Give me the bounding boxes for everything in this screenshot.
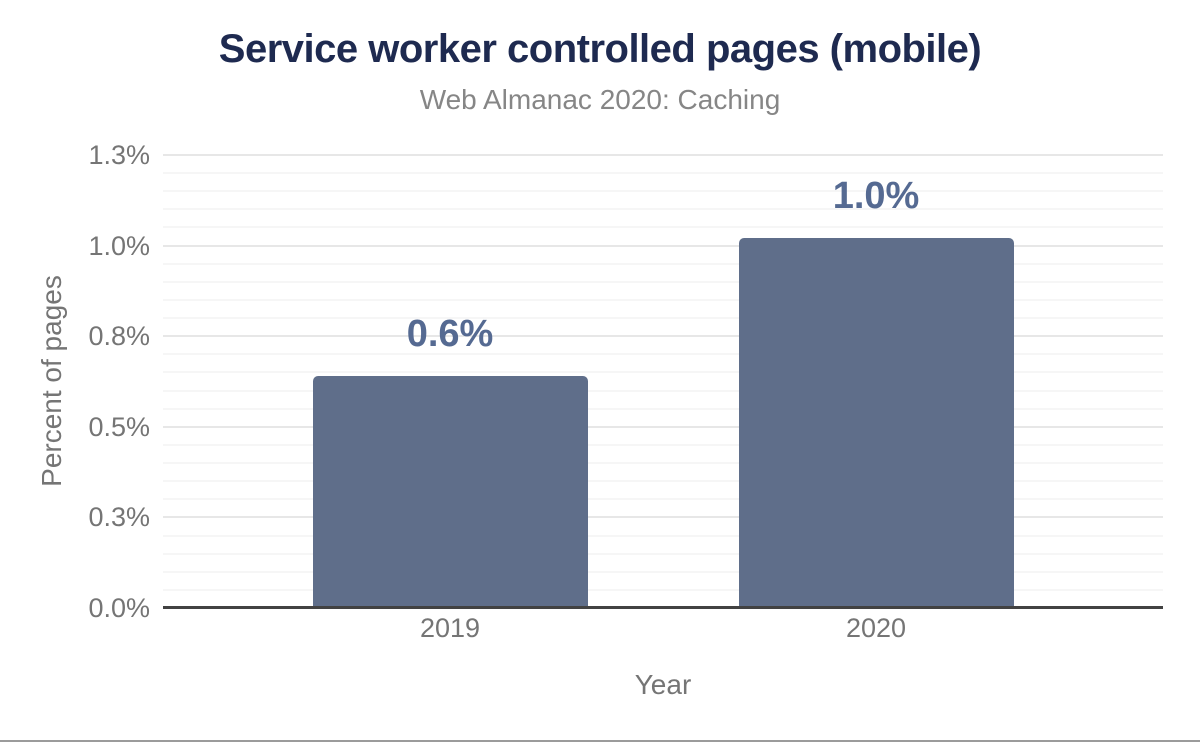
y-axis-tick-label: 0.5%	[88, 411, 150, 442]
minor-gridline	[163, 480, 1163, 483]
plot-area: 0.6% 1.0%	[163, 154, 1163, 608]
minor-gridline	[163, 298, 1163, 301]
major-gridline	[163, 244, 1163, 247]
minor-gridline	[163, 226, 1163, 229]
x-axis-tick-label: 2019	[419, 613, 481, 643]
bar-2019[interactable]	[312, 376, 588, 608]
minor-gridline	[163, 462, 1163, 465]
y-axis-title: Percent of pages	[36, 275, 67, 487]
chart-title: Service worker controlled pages (mobile)	[218, 27, 982, 71]
y-axis-tick-label: 0.8%	[88, 321, 150, 352]
minor-gridline	[163, 588, 1163, 591]
y-axis-tick-label: 0.0%	[88, 593, 150, 623]
bar-value-label: 1.0%	[832, 175, 920, 218]
bar-value-label: 0.6%	[406, 313, 494, 356]
minor-gridline	[163, 190, 1163, 193]
y-axis-tick-label: 0.3%	[88, 502, 150, 533]
x-axis-line	[163, 606, 1163, 609]
chart-subtitle: Web Almanac 2020: Caching	[419, 84, 781, 115]
minor-gridline	[163, 172, 1163, 175]
minor-gridline	[163, 407, 1163, 410]
minor-gridline	[163, 389, 1163, 392]
x-axis-title: Year	[634, 669, 692, 700]
major-gridline	[163, 154, 1163, 156]
y-axis-tick-label: 1.3%	[88, 140, 150, 170]
minor-gridline	[163, 552, 1163, 555]
major-gridline	[163, 335, 1163, 338]
minor-gridline	[163, 280, 1163, 283]
y-axis-tick-label: 1.0%	[88, 230, 150, 261]
minor-gridline	[163, 208, 1163, 211]
minor-gridline	[163, 443, 1163, 446]
minor-gridline	[163, 371, 1163, 374]
bar-2020[interactable]	[738, 238, 1014, 608]
x-axis-tick-label: 2020	[845, 613, 907, 643]
minor-gridline	[163, 353, 1163, 356]
minor-gridline	[163, 262, 1163, 265]
minor-gridline	[163, 498, 1163, 501]
major-gridline	[163, 516, 1163, 519]
bottom-border-line	[0, 740, 1200, 742]
major-gridline	[163, 425, 1163, 428]
minor-gridline	[163, 570, 1163, 573]
minor-gridline	[163, 534, 1163, 537]
minor-gridline	[163, 317, 1163, 320]
